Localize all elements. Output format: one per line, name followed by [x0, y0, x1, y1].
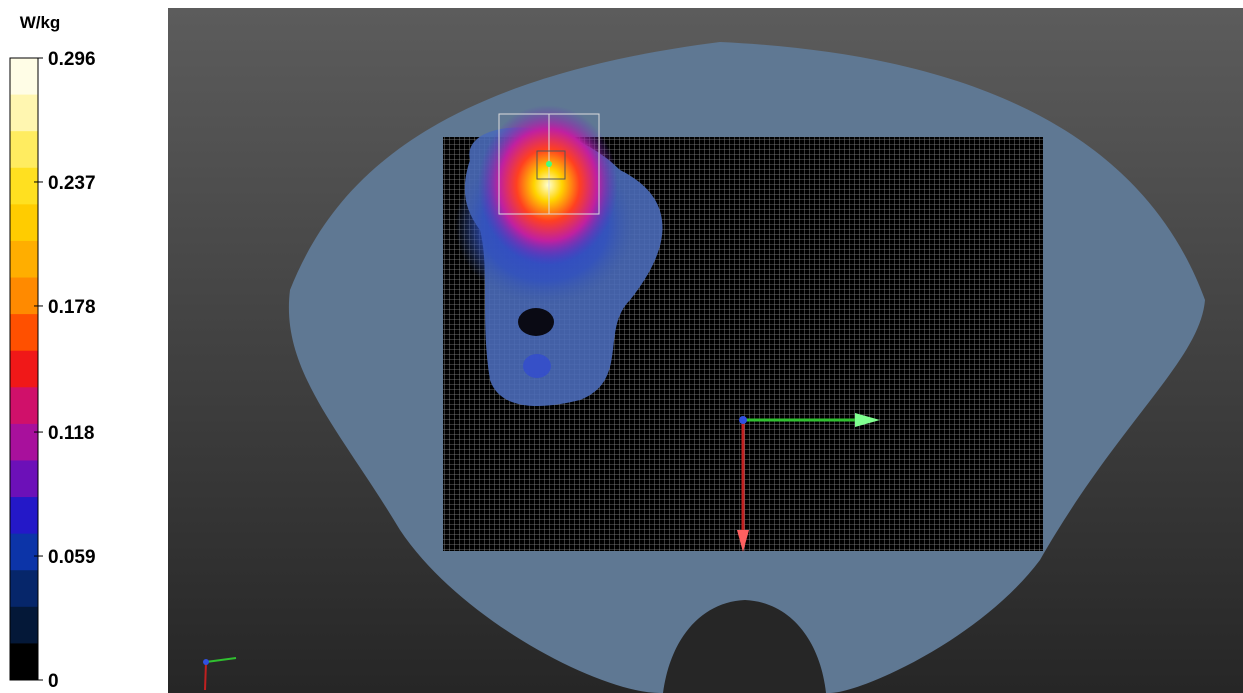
colorbar-segment	[10, 570, 38, 608]
colorbar-segment	[10, 643, 38, 681]
sar-blob	[523, 354, 551, 378]
unit-label: W/kg	[20, 13, 61, 32]
colorbar-segment	[10, 387, 38, 425]
colorbar: W/kg 0.296 0.237 0.178 0.118 0.059 0	[9, 13, 96, 692]
colorbar-segment	[10, 167, 38, 205]
colorbar-segment	[10, 131, 38, 169]
colorbar-segment	[10, 204, 38, 242]
axis-origin	[739, 416, 747, 424]
colorbar-tick-label: 0.118	[48, 423, 95, 444]
sar-hotspot	[478, 105, 618, 265]
phantom-cutout	[663, 600, 826, 693]
colorbar-segment	[10, 314, 38, 352]
colorbar-segment	[10, 460, 38, 498]
mini-axis-origin	[203, 659, 209, 665]
sar-hole	[518, 308, 554, 336]
colorbar-tick-label: 0.178	[48, 297, 96, 318]
colorbar-frame	[9, 57, 39, 681]
colorbar-segment	[10, 497, 38, 535]
colorbar-segment	[10, 94, 38, 132]
colorbar-segment	[10, 277, 38, 315]
axis-y-head	[855, 413, 880, 427]
axis-z-head	[737, 530, 749, 552]
peak-box	[536, 150, 566, 180]
colorbar-tick-label: 0	[48, 671, 59, 692]
mini-axis-y	[205, 657, 237, 663]
colorbar-tick-label: 0.237	[48, 173, 96, 194]
colorbar-segment	[10, 423, 38, 461]
colorbar-segment	[10, 350, 38, 388]
colorbar-tick-label: 0.059	[48, 547, 96, 568]
viewport	[168, 8, 1243, 693]
colorbar-segment	[10, 606, 38, 644]
colorbar-tick-label: 0.296	[48, 49, 96, 70]
peak-point	[546, 161, 552, 167]
colorbar-segment	[10, 533, 38, 571]
mini-axis-z	[204, 661, 207, 691]
colorbar-segment	[10, 240, 38, 279]
colorbar-segment	[10, 58, 38, 96]
